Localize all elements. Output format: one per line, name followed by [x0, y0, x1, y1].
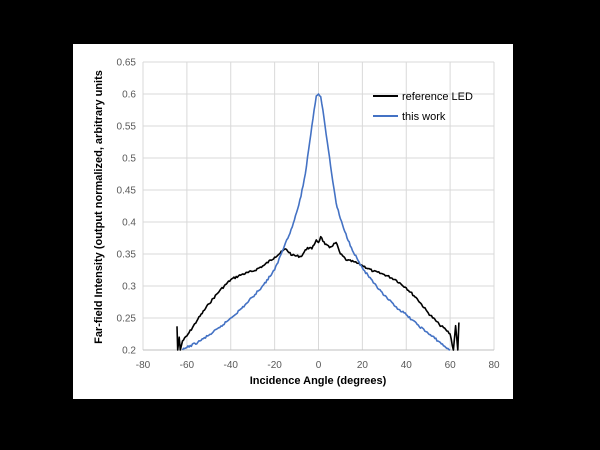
y-tick-label: 0.6	[122, 90, 136, 101]
x-tick-label: -40	[224, 360, 239, 371]
y-tick-label: 0.35	[117, 250, 137, 261]
legend-label-2: this work	[402, 111, 446, 123]
x-tick-label: 80	[488, 360, 500, 371]
series-line-2	[181, 93, 451, 351]
x-tick-label: 0	[316, 360, 322, 371]
x-gridlines	[142, 62, 495, 350]
y-tick-label: 0.25	[117, 314, 137, 325]
y-axis-title: Far-field Intensity (output normalized, …	[93, 70, 105, 344]
y-tick-label: 0.3	[122, 282, 136, 293]
series-line-1	[176, 235, 460, 351]
y-tick-label: 0.55	[117, 122, 137, 133]
x-tick-label: 20	[357, 360, 369, 371]
y-tick-label: 0.4	[122, 218, 136, 229]
x-axis-title: Incidence Angle (degrees)	[250, 375, 387, 387]
x-tick-label: 40	[401, 360, 413, 371]
x-tick-label: 60	[445, 360, 457, 371]
x-tick-labels: -80 -60 -40 -20 0 20 40 60 80	[136, 360, 500, 371]
legend: reference LED this work	[373, 91, 473, 123]
legend-label-1: reference LED	[402, 91, 473, 103]
y-tick-label: 0.5	[122, 154, 136, 165]
y-gridlines	[143, 61, 494, 319]
x-tick-label: -20	[267, 360, 282, 371]
y-tick-label: 0.2	[122, 346, 136, 357]
x-tick-label: -60	[180, 360, 195, 371]
y-tick-label: 0.45	[117, 186, 137, 197]
x-tick-label: -80	[136, 360, 151, 371]
y-tick-label: 0.65	[117, 58, 137, 69]
series-lines	[176, 93, 460, 351]
y-tick-labels: 0.2 0.25 0.3 0.35 0.4 0.45 0.5 0.55 0.6 0.65	[117, 58, 137, 357]
